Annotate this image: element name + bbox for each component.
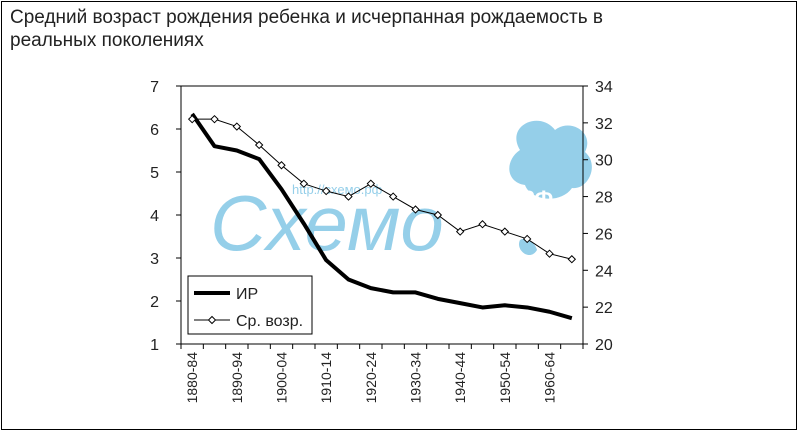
y-right-tick-label: 22 — [595, 300, 613, 317]
y-right-tick-label: 24 — [595, 263, 613, 280]
y-right-tick-label: 30 — [595, 153, 613, 170]
x-tick-label: 1920-24 — [363, 352, 379, 404]
watermark-url: http://схемо.рф — [292, 182, 383, 197]
series-marker-avg-age — [210, 114, 219, 124]
chart-title: Средний возраст рождения ребенка и исчер… — [10, 7, 604, 51]
series-marker-avg-age — [321, 186, 331, 196]
x-tick-label: 1890-94 — [229, 352, 245, 404]
y-right-tick-label: 28 — [595, 190, 613, 207]
series-marker-avg-age — [299, 179, 309, 188]
x-tick-label: 1900-04 — [274, 352, 290, 404]
y-right-tick-label: 32 — [595, 116, 613, 133]
y-right-tick-label: 26 — [595, 226, 613, 243]
series-marker-avg-age — [366, 179, 376, 188]
x-tick-label: 1910-14 — [318, 352, 334, 404]
series-marker-avg-age — [388, 192, 398, 201]
legend-marker-avg-age — [207, 315, 217, 325]
x-tick-label: 1960-64 — [542, 352, 558, 404]
y-left-tick-label: 1 — [150, 337, 159, 354]
watermark-splash-icon — [509, 120, 592, 199]
series-marker-avg-age — [478, 220, 487, 229]
series-line-ir — [190, 112, 573, 321]
series-marker-avg-age — [232, 122, 242, 131]
series-marker-avg-age — [455, 227, 465, 236]
x-tick-label: 1940-44 — [452, 352, 468, 404]
y-left-tick-label: 4 — [150, 208, 159, 225]
y-left-tick-label: 6 — [150, 122, 159, 139]
y-left-tick-label: 3 — [150, 251, 159, 268]
series-marker-avg-age — [545, 249, 554, 258]
y-right-tick-label: 20 — [595, 337, 613, 354]
series-marker-avg-age — [522, 234, 532, 244]
series-marker-avg-age — [187, 114, 197, 124]
series-line-avg-age — [192, 118, 572, 260]
series-marker-avg-age — [277, 161, 286, 170]
series-marker-avg-age — [344, 192, 353, 201]
x-tick-label: 1930-34 — [408, 352, 424, 404]
series-marker-avg-age — [411, 205, 420, 214]
y-left-tick-label: 2 — [150, 294, 159, 311]
legend-box — [187, 275, 313, 335]
series-marker-avg-age — [500, 227, 510, 236]
series-marker-avg-age — [254, 140, 264, 150]
legend-label-ir: ИР — [236, 286, 258, 303]
legend-label-avg-age: Ср. возр. — [236, 313, 303, 330]
series-marker-avg-age — [433, 210, 443, 220]
watermark: РФ Схемо http://схемо.рф — [210, 120, 592, 267]
watermark-badge: РФ — [520, 186, 553, 211]
series-marker-avg-age — [567, 255, 577, 264]
y-left-tick-label: 5 — [150, 165, 159, 182]
x-tick-label: 1880-84 — [184, 352, 200, 404]
y-left-tick-label: 7 — [150, 79, 159, 96]
y-right-tick-label: 34 — [595, 79, 613, 96]
x-tick-label: 1950-54 — [497, 352, 513, 404]
